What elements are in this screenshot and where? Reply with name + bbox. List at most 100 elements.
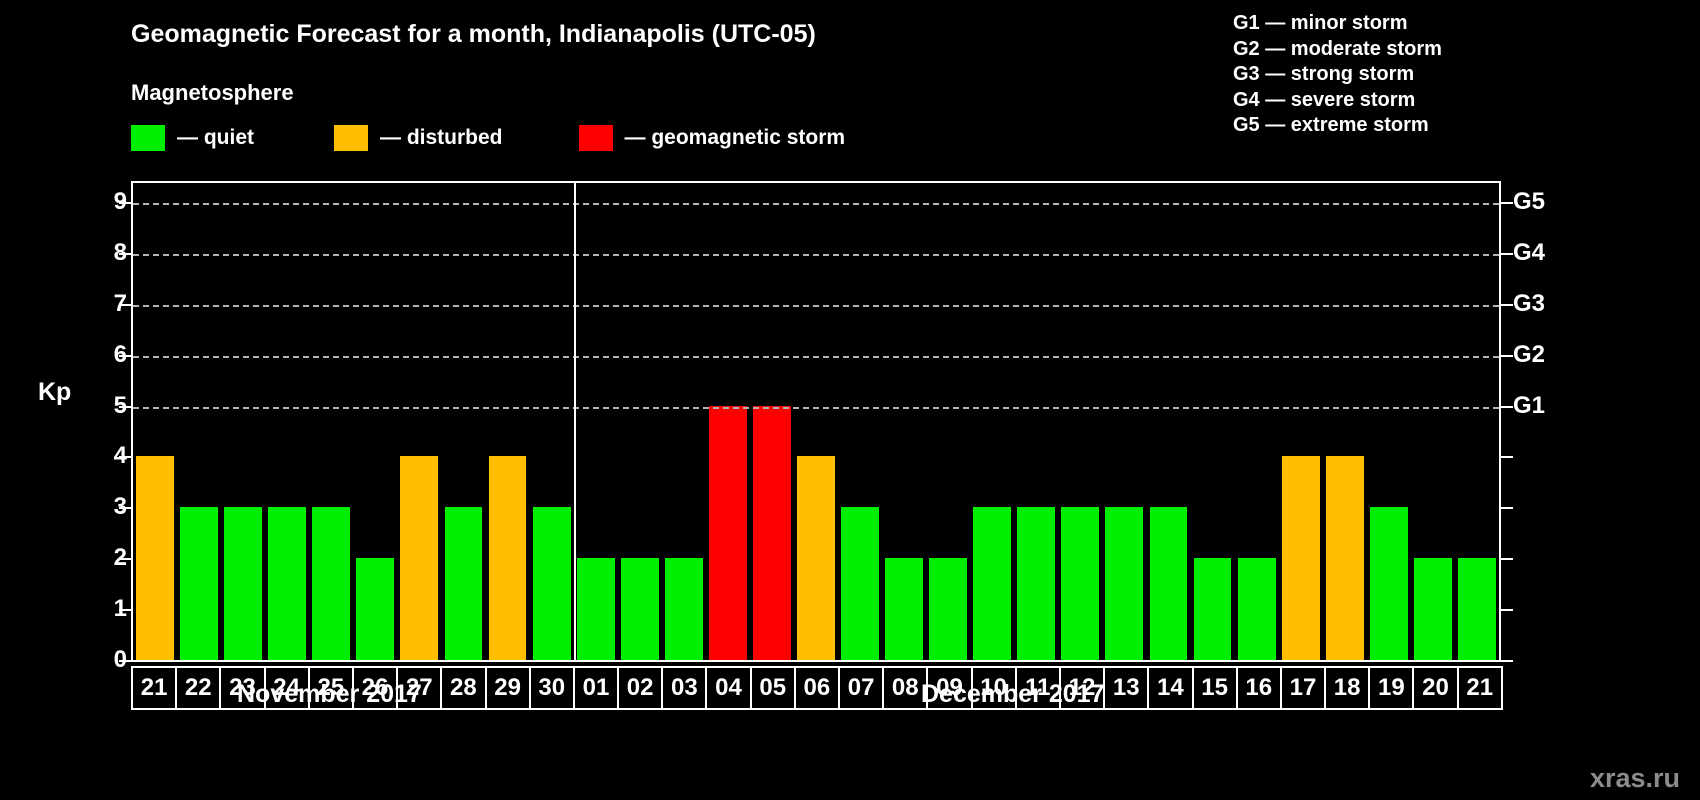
bar-19-quiet[interactable] (1369, 507, 1408, 660)
bar-07-quiet[interactable] (841, 507, 879, 660)
bar-23-quiet[interactable] (224, 507, 263, 660)
date-cell[interactable]: 09 (926, 666, 973, 710)
bar-01-quiet[interactable] (576, 558, 615, 660)
bar-28-quiet[interactable] (444, 507, 483, 660)
bar-27-disturbed[interactable] (400, 456, 439, 660)
g-tick-mark-kp-3 (1501, 507, 1513, 510)
bar-17-disturbed[interactable] (1281, 456, 1320, 660)
bar-cell[interactable] (838, 183, 882, 660)
bar-24-quiet[interactable] (268, 507, 307, 660)
y-tick-label-2: 2 (113, 544, 127, 572)
date-cell[interactable]: 26 (351, 666, 399, 710)
date-cell[interactable]: 07 (838, 666, 885, 710)
legend-label-disturbed: — disturbed (380, 126, 503, 149)
bar-cell[interactable] (1014, 183, 1058, 660)
bar-30-quiet[interactable] (532, 507, 571, 660)
date-cell[interactable]: 17 (1279, 666, 1327, 710)
bar-cell[interactable] (265, 183, 309, 660)
g-tick-mark-G5 (1501, 202, 1513, 204)
bar-cell[interactable] (926, 183, 970, 660)
bar-12-quiet[interactable] (1061, 507, 1100, 660)
date-cell[interactable]: 20 (1412, 666, 1459, 710)
date-cell[interactable]: 19 (1368, 666, 1415, 710)
bar-08-quiet[interactable] (885, 558, 924, 660)
bar-25-quiet[interactable] (312, 507, 351, 660)
bar-cell[interactable] (486, 183, 530, 660)
date-cell[interactable]: 08 (882, 666, 929, 710)
bar-cell[interactable] (441, 183, 485, 660)
bar-09-quiet[interactable] (929, 558, 968, 660)
bar-02-quiet[interactable] (620, 558, 659, 660)
bar-cell[interactable] (1455, 183, 1499, 660)
date-cell[interactable]: 03 (661, 666, 708, 710)
date-cell[interactable]: 29 (484, 666, 531, 710)
date-cell[interactable]: 05 (749, 666, 796, 710)
bar-cell[interactable] (353, 183, 397, 660)
bar-cell[interactable] (794, 183, 838, 660)
bar-16-quiet[interactable] (1237, 558, 1276, 660)
date-cell[interactable]: 22 (175, 666, 222, 710)
bar-03-quiet[interactable] (664, 558, 703, 660)
date-cell[interactable]: 16 (1235, 666, 1282, 710)
bar-18-disturbed[interactable] (1325, 456, 1364, 660)
date-cell[interactable]: 18 (1324, 666, 1371, 710)
bar-21-disturbed[interactable] (136, 456, 174, 660)
bar-21-quiet[interactable] (1457, 558, 1496, 660)
bar-cell[interactable] (1411, 183, 1455, 660)
bar-29-disturbed[interactable] (488, 456, 527, 660)
date-cell[interactable]: 21 (1456, 666, 1503, 710)
bar-cell[interactable] (133, 183, 177, 660)
bar-20-quiet[interactable] (1413, 558, 1452, 660)
bar-cell[interactable] (309, 183, 353, 660)
bar-cell[interactable] (1235, 183, 1279, 660)
bar-cell[interactable] (1102, 183, 1146, 660)
g-tick-mark-G2 (1501, 354, 1513, 357)
date-cell[interactable]: 01 (572, 666, 620, 710)
date-cell[interactable]: 14 (1147, 666, 1194, 710)
date-cell[interactable]: 15 (1191, 666, 1238, 710)
date-cell[interactable]: 28 (440, 666, 487, 710)
date-cell[interactable]: 30 (528, 666, 575, 710)
bar-cell[interactable] (177, 183, 221, 660)
y-tick-label-3: 3 (113, 493, 127, 521)
date-cell[interactable]: 02 (617, 666, 664, 710)
bar-cell[interactable] (1367, 183, 1411, 660)
bar-05-storm[interactable] (752, 405, 791, 660)
date-cell[interactable]: 25 (307, 666, 354, 710)
bar-14-quiet[interactable] (1149, 507, 1188, 660)
bar-22-quiet[interactable] (180, 507, 219, 660)
bar-cell[interactable] (1058, 183, 1102, 660)
date-cell[interactable]: 06 (793, 666, 840, 710)
date-cell[interactable]: 13 (1103, 666, 1150, 710)
bar-cell[interactable] (221, 183, 265, 660)
bar-10-quiet[interactable] (973, 507, 1012, 660)
bar-13-quiet[interactable] (1105, 507, 1144, 660)
date-cell[interactable]: 27 (396, 666, 443, 710)
bar-cell[interactable] (618, 183, 662, 660)
bar-cell[interactable] (706, 183, 750, 660)
bar-cell[interactable] (1279, 183, 1323, 660)
bar-11-quiet[interactable] (1017, 507, 1056, 660)
bar-04-storm[interactable] (708, 405, 747, 660)
bar-cell[interactable] (574, 183, 618, 660)
bar-cell[interactable] (1323, 183, 1367, 660)
g-tick-mark-G1 (1501, 405, 1513, 408)
y-tick-mark-1 (119, 609, 131, 612)
bar-cell[interactable] (530, 183, 574, 660)
y-tick-label-9: 9 (113, 188, 127, 215)
bar-cell[interactable] (970, 183, 1014, 660)
bar-cell[interactable] (662, 183, 706, 660)
date-cell[interactable]: 24 (263, 666, 310, 710)
bar-cell[interactable] (1146, 183, 1190, 660)
bar-cell[interactable] (1191, 183, 1235, 660)
bar-cell[interactable] (397, 183, 441, 660)
bar-26-quiet[interactable] (356, 558, 395, 660)
bar-cell[interactable] (750, 183, 794, 660)
bar-06-disturbed[interactable] (797, 456, 835, 660)
bar-15-quiet[interactable] (1193, 558, 1232, 660)
date-cell[interactable]: 21 (131, 666, 178, 710)
date-cell[interactable]: 10 (970, 666, 1017, 710)
gridline-kp-5 (133, 406, 1499, 409)
date-cell[interactable]: 04 (705, 666, 752, 710)
bar-cell[interactable] (882, 183, 926, 660)
